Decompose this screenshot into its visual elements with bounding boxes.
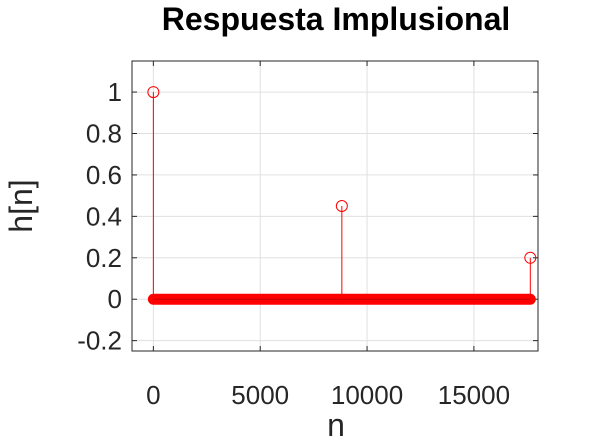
x-tick-label: 5000 (231, 380, 289, 410)
plot-frame (131, 60, 539, 352)
stem-marker (335, 200, 348, 212)
x-axis-ticks: 0 5000 10000 15000 (146, 61, 510, 410)
chart-title: Respuesta Implusional (162, 1, 511, 37)
stem-series (147, 86, 537, 305)
y-tick-label: 0.6 (86, 160, 122, 190)
x-tick-label: 15000 (438, 380, 510, 410)
plot-area (132, 61, 538, 351)
x-tick-label: 10000 (331, 380, 403, 410)
y-axis-label: h[n] (3, 179, 39, 232)
y-axis-ticks: 1 0.8 0.6 0.4 0.2 0 -0.2 (77, 77, 538, 356)
y-tick-label: -0.2 (77, 326, 122, 356)
y-tick-label: 0.4 (86, 201, 122, 231)
y-tick-label: 0.8 (86, 119, 122, 149)
stem-marker (147, 86, 160, 99)
y-tick-label: 0 (108, 284, 122, 314)
stem-marker (524, 251, 537, 264)
x-tick-label: 0 (146, 380, 160, 410)
y-tick-label: 0.2 (86, 243, 122, 273)
x-axis-label: n (327, 407, 345, 440)
y-tick-label: 1 (108, 77, 122, 107)
